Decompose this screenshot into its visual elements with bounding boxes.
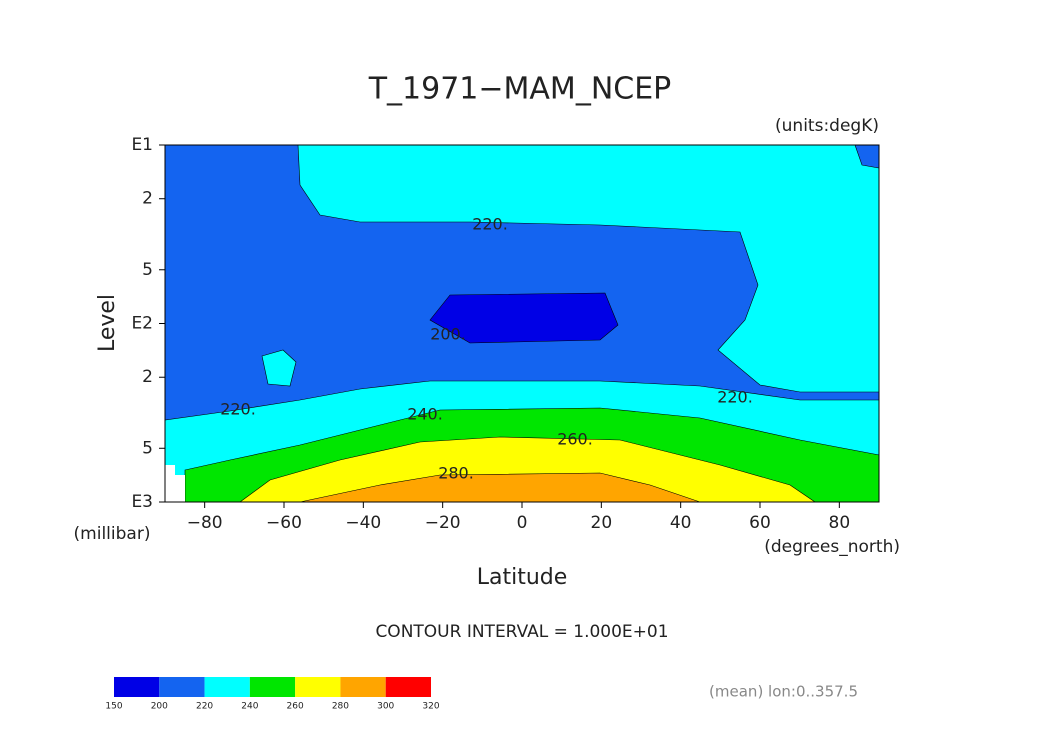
colorbar-swatch <box>249 677 296 697</box>
colorbar-swatch <box>114 677 160 697</box>
y-tick-label: E2 <box>131 314 153 334</box>
chart-title: T_1971−MAM_NCEP <box>368 72 672 107</box>
contour-label: 240. <box>407 405 443 424</box>
contour-label: 280. <box>438 464 474 483</box>
y-tick-label: 5 <box>142 260 153 280</box>
contour-label: 220. <box>472 215 508 234</box>
contour-region <box>429 292 619 344</box>
colorbar-label: 300 <box>377 702 394 712</box>
x-tick-label: −80 <box>187 513 223 533</box>
contour-label: 260. <box>557 430 593 449</box>
contour-region <box>164 144 880 421</box>
x-tick-label: −20 <box>425 513 461 533</box>
units-label: (units:degK) <box>775 116 879 136</box>
colorbar-label: 260 <box>287 702 304 712</box>
colorbar-label: 200 <box>151 702 168 712</box>
y-tick-label: E3 <box>131 492 153 512</box>
x-tick-label: 40 <box>670 513 692 533</box>
y-tick-label: 5 <box>142 438 153 458</box>
colorbar-swatch <box>340 677 386 697</box>
x-tick-label: −40 <box>345 513 381 533</box>
colorbar-label: 150 <box>105 702 122 712</box>
x-axis-title: Latitude <box>477 565 568 590</box>
colorbar-swatch <box>295 677 341 697</box>
x-tick-label: −60 <box>266 513 302 533</box>
colorbar-swatch <box>385 677 431 697</box>
y-axis-title: Level <box>95 294 120 352</box>
contour-region <box>261 349 297 387</box>
y-tick-label: 2 <box>142 189 153 209</box>
x-tick-label: 0 <box>517 513 528 533</box>
colorbar-label: 220 <box>196 702 213 712</box>
missing-area <box>165 465 185 502</box>
y-tick-label: E1 <box>131 135 153 155</box>
colorbar-label: 280 <box>332 702 349 712</box>
y-unit: (millibar) <box>74 524 151 544</box>
footnote: (mean) lon:0..357.5 <box>709 683 858 701</box>
contour-interval: CONTOUR INTERVAL = 1.000E+01 <box>375 622 668 642</box>
colorbar-swatch <box>159 677 205 697</box>
y-tick-label: 2 <box>142 367 153 387</box>
colorbar-label: 240 <box>241 702 258 712</box>
contour-label: 200. <box>430 325 466 344</box>
x-unit: (degrees_north) <box>764 537 900 557</box>
contour-label: 220. <box>717 388 753 407</box>
colorbar-swatch <box>204 677 250 697</box>
x-tick-label: 80 <box>829 513 851 533</box>
x-tick-label: 20 <box>591 513 613 533</box>
x-tick-label: 60 <box>749 513 771 533</box>
contour-label: 220. <box>220 400 256 419</box>
colorbar-label: 320 <box>422 702 439 712</box>
